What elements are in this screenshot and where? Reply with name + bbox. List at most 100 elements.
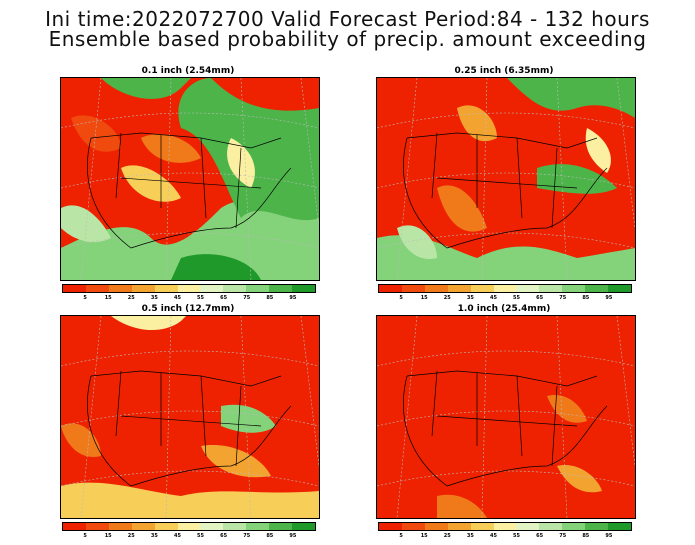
colorbar-tick-label: 15 [104,533,112,539]
colorbar-tick-label: 95 [289,533,297,539]
colorbar-tick-label: 95 [289,295,297,301]
colorbar-swatch [379,285,402,292]
colorbar-swatch [516,523,540,530]
colorbar-tick-label: 55 [513,295,521,301]
colorbar-tick-label: 65 [536,295,544,301]
colorbar-swatch [246,285,270,292]
colorbar-swatch [63,285,86,292]
colorbar-swatch [562,285,586,292]
colorbar-swatch [470,285,494,292]
colorbar-tick-label: 85 [582,533,590,539]
colorbar-tick-label: 35 [466,295,474,301]
colorbar-tick-label: 45 [173,533,181,539]
colorbar-tick-label: 55 [513,533,521,539]
map-panel-0.1-inch [60,77,320,281]
colorbar-swatch [292,523,315,530]
probability-field-0.5-inch [61,316,319,518]
probability-field-0.1-inch [61,78,319,280]
colorbar-ticks: 5 15 25 35 45 55 65 75 85 95 [62,293,316,303]
colorbar-tick-label: 5 [399,533,403,539]
colorbar-swatches [378,284,632,293]
colorbar-swatch [85,523,109,530]
colorbar-0.1-inch: 5 15 25 35 45 55 65 75 85 95 [62,284,316,302]
map-panel-1.0-inch [376,315,636,519]
colorbar-tick-label: 5 [83,533,87,539]
colorbar-swatch [539,523,563,530]
colorbar-swatch [223,285,247,292]
colorbar-swatch [401,285,425,292]
colorbar-swatch [108,285,132,292]
colorbar-swatch [154,523,178,530]
colorbar-swatch [516,285,540,292]
colorbar-swatch [470,523,494,530]
colorbar-ticks: 5 15 25 35 45 55 65 75 85 95 [378,531,632,541]
map-panel-0.5-inch [60,315,320,519]
colorbar-swatch [131,285,155,292]
colorbar-0.25-inch: 5 15 25 35 45 55 65 75 85 95 [378,284,632,302]
colorbar-tick-label: 95 [605,295,613,301]
colorbar-swatch [585,285,609,292]
colorbar-swatch [608,523,631,530]
colorbar-tick-label: 25 [443,295,451,301]
colorbar-tick-label: 75 [243,295,251,301]
colorbar-1.0-inch: 5 15 25 35 45 55 65 75 85 95 [378,522,632,540]
colorbar-tick-label: 65 [536,533,544,539]
colorbar-tick-label: 55 [197,533,205,539]
colorbar-ticks: 5 15 25 35 45 55 65 75 85 95 [378,293,632,303]
colorbar-tick-label: 45 [489,295,497,301]
panel-title-1.0-inch: 1.0 inch (25.4mm) [457,304,551,314]
colorbar-swatch [493,523,517,530]
colorbar-tick-label: 85 [266,533,274,539]
colorbar-tick-label: 85 [582,295,590,301]
colorbar-tick-label: 15 [104,295,112,301]
colorbar-swatch [108,523,132,530]
panel-title-0.1-inch: 0.1 inch (2.54mm) [141,66,235,76]
colorbar-tick-label: 45 [489,533,497,539]
title-line-2: Ensemble based probability of precip. am… [48,27,647,51]
colorbar-swatches [378,522,632,531]
colorbar-swatch [200,285,224,292]
colorbar-swatch [379,523,402,530]
panel-title-0.5-inch: 0.5 inch (12.7mm) [141,304,235,314]
colorbar-swatch [585,523,609,530]
colorbar-tick-label: 75 [559,295,567,301]
colorbar-swatch [154,285,178,292]
colorbar-swatch [447,285,471,292]
colorbar-tick-label: 35 [150,295,158,301]
panel-title-0.25-inch: 0.25 inch (6.35mm) [454,66,554,76]
colorbar-swatch [539,285,563,292]
colorbar-swatch [177,523,201,530]
colorbar-swatch [608,285,631,292]
colorbar-swatch [424,523,448,530]
colorbar-tick-label: 25 [127,533,135,539]
colorbar-tick-label: 45 [173,295,181,301]
colorbar-swatch [223,523,247,530]
colorbar-swatch [493,285,517,292]
title-line-1: Ini time:2022072700 Valid Forecast Perio… [45,7,650,31]
colorbar-swatch [292,285,315,292]
colorbar-tick-label: 5 [399,295,403,301]
colorbar-swatch [246,523,270,530]
colorbar-tick-label: 25 [443,533,451,539]
map-panel-0.25-inch [376,77,636,281]
colorbar-tick-label: 35 [150,533,158,539]
colorbar-swatch [447,523,471,530]
colorbar-tick-label: 75 [243,533,251,539]
probability-field-0.25-inch [377,78,635,280]
colorbar-tick-label: 35 [466,533,474,539]
colorbar-tick-label: 15 [420,533,428,539]
colorbar-swatch [200,523,224,530]
colorbar-swatch [131,523,155,530]
colorbar-swatches [62,522,316,531]
colorbar-tick-label: 95 [605,533,613,539]
colorbar-tick-label: 65 [220,295,228,301]
colorbar-tick-label: 75 [559,533,567,539]
probability-field-1.0-inch [377,316,635,518]
colorbar-tick-label: 55 [197,295,205,301]
colorbar-ticks: 5 15 25 35 45 55 65 75 85 95 [62,531,316,541]
colorbar-tick-label: 85 [266,295,274,301]
colorbar-swatch [401,523,425,530]
colorbar-swatches [62,284,316,293]
colorbar-tick-label: 25 [127,295,135,301]
colorbar-swatch [562,523,586,530]
